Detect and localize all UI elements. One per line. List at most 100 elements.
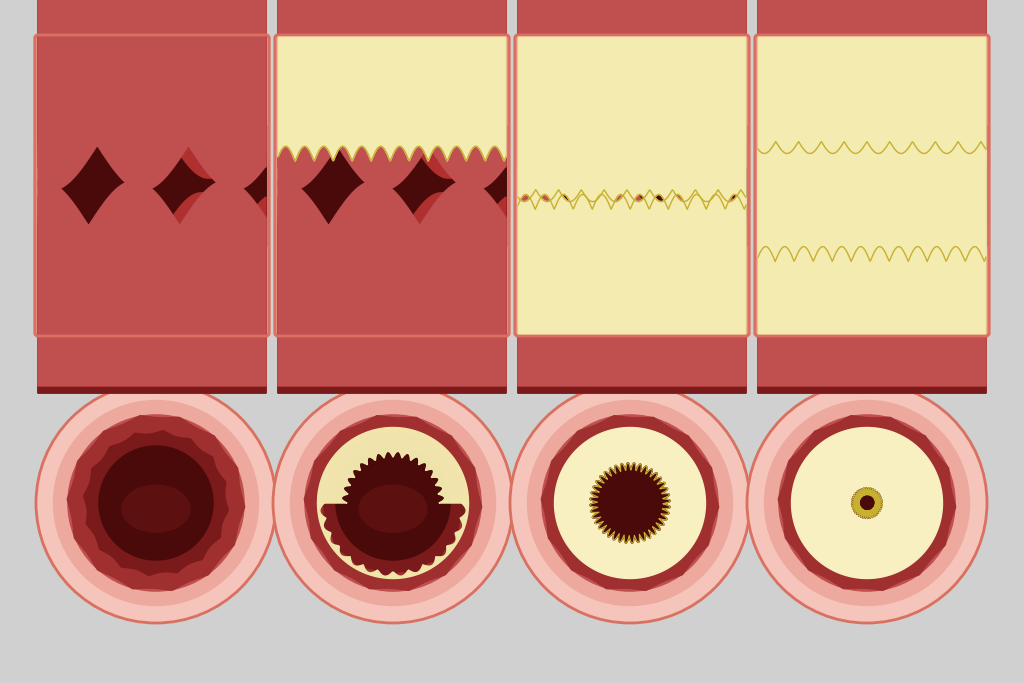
Polygon shape (792, 428, 942, 579)
Polygon shape (38, 211, 266, 386)
Polygon shape (518, 228, 746, 386)
Polygon shape (518, 0, 746, 178)
Polygon shape (278, 0, 506, 190)
Bar (278, 38, 506, 333)
Ellipse shape (833, 484, 901, 533)
Ellipse shape (572, 445, 688, 561)
Polygon shape (317, 428, 469, 503)
Polygon shape (518, 38, 746, 85)
Polygon shape (278, 228, 506, 386)
Polygon shape (758, 36, 986, 262)
Polygon shape (758, 193, 986, 386)
Polygon shape (758, 278, 986, 393)
Ellipse shape (335, 445, 451, 561)
Polygon shape (278, 0, 506, 126)
Polygon shape (321, 430, 466, 575)
Polygon shape (38, 254, 266, 393)
Polygon shape (38, 0, 266, 93)
Polygon shape (555, 428, 706, 579)
Polygon shape (518, 190, 746, 336)
Polygon shape (278, 254, 506, 393)
Ellipse shape (122, 484, 190, 533)
Polygon shape (518, 285, 746, 333)
Ellipse shape (358, 484, 428, 533)
Polygon shape (38, 0, 266, 161)
Polygon shape (317, 503, 469, 579)
Ellipse shape (778, 414, 955, 591)
Polygon shape (38, 245, 266, 393)
Polygon shape (278, 265, 506, 393)
Polygon shape (518, 278, 746, 393)
Polygon shape (758, 245, 986, 393)
Ellipse shape (510, 383, 750, 623)
Ellipse shape (36, 383, 276, 623)
Polygon shape (518, 125, 746, 246)
Polygon shape (38, 265, 266, 393)
Polygon shape (38, 285, 266, 333)
Polygon shape (278, 278, 506, 393)
Polygon shape (758, 0, 986, 106)
Polygon shape (518, 0, 746, 190)
Polygon shape (278, 0, 506, 106)
Polygon shape (38, 38, 266, 85)
Polygon shape (38, 0, 266, 117)
Polygon shape (68, 416, 245, 590)
FancyBboxPatch shape (275, 35, 509, 336)
Polygon shape (758, 228, 986, 386)
Ellipse shape (304, 414, 482, 591)
Ellipse shape (98, 445, 214, 561)
Polygon shape (518, 36, 746, 210)
Polygon shape (38, 278, 266, 393)
Polygon shape (758, 254, 986, 393)
Bar (758, 38, 986, 333)
Ellipse shape (542, 414, 719, 591)
Polygon shape (278, 125, 506, 246)
Polygon shape (278, 38, 506, 85)
Polygon shape (278, 0, 506, 93)
Polygon shape (518, 190, 746, 336)
Polygon shape (278, 285, 506, 333)
Polygon shape (38, 214, 266, 386)
Polygon shape (518, 0, 746, 143)
Polygon shape (758, 214, 986, 386)
Polygon shape (758, 141, 986, 336)
Polygon shape (518, 0, 746, 93)
Ellipse shape (595, 484, 665, 533)
Ellipse shape (746, 383, 987, 623)
Polygon shape (542, 416, 719, 590)
Ellipse shape (764, 400, 970, 607)
Polygon shape (758, 38, 986, 85)
Polygon shape (518, 211, 746, 386)
Polygon shape (558, 430, 702, 575)
Polygon shape (38, 0, 266, 143)
Polygon shape (758, 0, 986, 117)
Polygon shape (518, 265, 746, 393)
Ellipse shape (273, 383, 513, 623)
Polygon shape (758, 0, 986, 93)
Polygon shape (38, 0, 266, 157)
Polygon shape (518, 214, 746, 386)
Polygon shape (758, 0, 986, 178)
Polygon shape (278, 211, 506, 386)
Polygon shape (590, 463, 671, 543)
Ellipse shape (53, 400, 259, 607)
Polygon shape (38, 0, 266, 190)
Polygon shape (317, 503, 469, 579)
Polygon shape (758, 36, 986, 262)
Polygon shape (758, 141, 986, 336)
Polygon shape (518, 0, 746, 161)
Polygon shape (518, 245, 746, 393)
Polygon shape (758, 0, 986, 190)
Polygon shape (518, 0, 746, 126)
Polygon shape (278, 0, 506, 157)
Ellipse shape (290, 400, 497, 607)
Ellipse shape (809, 445, 925, 561)
Bar (518, 38, 746, 333)
Polygon shape (278, 36, 506, 161)
Polygon shape (852, 488, 883, 518)
Polygon shape (518, 193, 746, 386)
Polygon shape (758, 0, 986, 126)
Polygon shape (278, 0, 506, 117)
Polygon shape (38, 0, 266, 178)
Ellipse shape (68, 414, 245, 591)
